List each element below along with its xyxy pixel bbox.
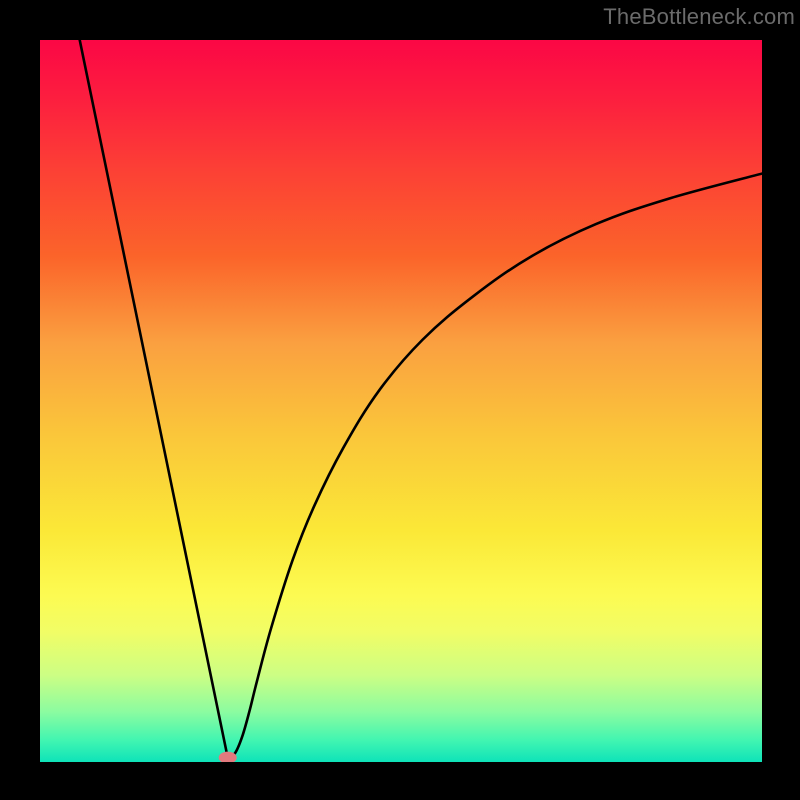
gradient-background bbox=[40, 40, 762, 762]
watermark-text: TheBottleneck.com bbox=[603, 4, 795, 30]
bottleneck-plot bbox=[40, 40, 762, 762]
